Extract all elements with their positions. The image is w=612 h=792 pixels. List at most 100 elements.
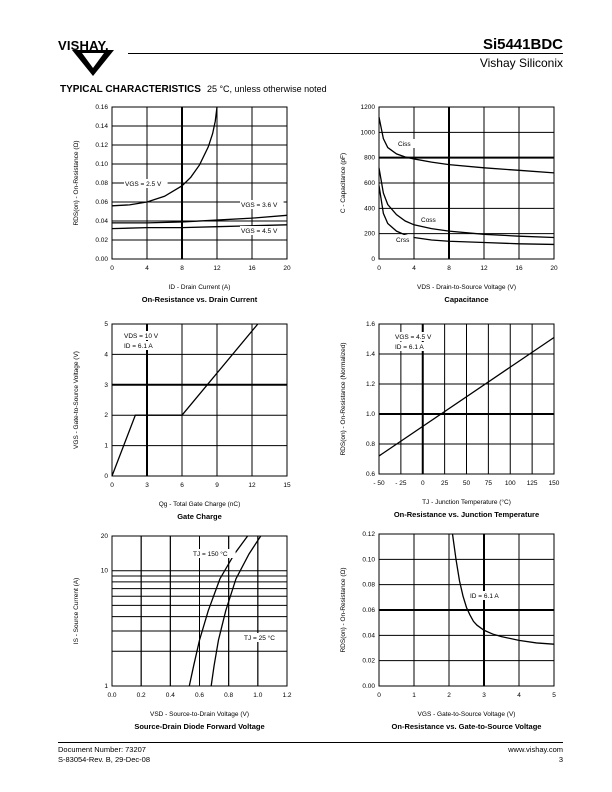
y-tick-label: 0.02 [95,237,108,244]
annotation-bg [243,633,283,642]
footer-rule [58,742,563,743]
chart-title: On-Resistance vs. Junction Temperature [394,510,539,519]
x-tick-label: - 25 [395,480,407,487]
y-tick-label: 1 [104,683,108,690]
x-tick-label: 0 [377,265,381,272]
y-axis-label: RDS(on) - On-Resistance (Ω) [73,140,80,225]
annotation-label: Ciss [398,141,411,148]
y-axis-label: VGS - Gate-to-Source Voltage (V) [73,351,80,449]
chart-title: Capacitance [444,295,488,304]
series-line [378,336,555,457]
annotation-label: ID = 6.1 A [124,343,153,350]
annotation-label: ID = 6.1 A [470,593,499,600]
annotation-label: Coss [421,217,437,224]
plot-frame [111,323,288,477]
y-tick-label: 600 [364,180,375,187]
y-tick-label: 0.6 [366,471,375,478]
annotation-bg [192,549,236,558]
website[interactable]: www.vishay.com [508,745,563,754]
section-subtitle: 25 °C, unless otherwise noted [206,84,327,94]
y-tick-label: 20 [101,533,109,540]
annotation-label: VGS = 4.5 V [241,228,278,235]
y-tick-label: 0.02 [362,658,375,665]
x-tick-label: 12 [248,482,256,489]
y-tick-label: 400 [364,205,375,212]
x-tick-label: 1 [412,692,416,699]
part-number: Si5441BDC [482,36,563,53]
x-tick-label: 12 [213,265,221,272]
y-tick-label: 0.06 [362,607,375,614]
annotation-bg [240,200,284,209]
document-number: Document Number: 73207 [58,745,146,754]
y-tick-label: 0.10 [362,556,375,563]
series-line [111,106,218,207]
y-tick-label: 0.04 [95,218,108,225]
y-tick-label: 0.00 [95,256,108,263]
y-tick-label: 1.2 [366,381,375,388]
chart-c1: 0 4 8 12 16 20 0.00 0.02 0.04 0.06 0.08 0.10 0.12 0.1… [73,104,291,304]
series-line [378,185,555,246]
brand-name: Vishay Siliconix [479,56,563,70]
y-tick-label: 1.4 [366,351,375,358]
x-tick-label: 8 [447,265,451,272]
y-axis-label: C - Capacitance (pF) [340,153,347,213]
y-tick-label: 0.06 [95,199,108,206]
chart-title: Source-Drain Diode Forward Voltage [134,722,264,731]
chart-c5: 0.0 0.2 0.4 0.6 0.8 1.0 1.2 1 10 20 VSD - Source-t… [73,533,292,731]
x-tick-label: 16 [248,265,256,272]
logo-triangle-icon [72,50,114,76]
series-line [451,533,555,645]
y-axis-label: RDS(on) - On-Resistance (Ω) [340,567,347,652]
annotation-bg [394,332,438,341]
y-tick-label: 1200 [361,104,376,111]
series-line [378,117,555,174]
x-tick-label: 6 [180,482,184,489]
annotation-label: ID = 6.1 A [395,344,424,351]
x-tick-label: 2 [447,692,451,699]
x-axis-label: VSD - Source-to-Drain Voltage (V) [150,711,249,718]
chart-c6: 0 1 2 3 4 5 0.00 0.02 0.04 0.06 0.08 0.10 0.12 VGS - … [340,531,556,731]
revision: S-83054-Rev. B, 29-Dec-08 [58,755,150,764]
x-tick-label: 20 [550,265,558,272]
annotation-bg [123,331,163,340]
x-tick-label: 9 [215,482,219,489]
y-tick-label: 2 [104,412,108,419]
y-axis-label: RDS(on) - On-Resistance (Normalized) [340,342,347,455]
x-tick-label: 16 [515,265,523,272]
y-tick-label: 0.10 [95,161,108,168]
x-tick-label: 20 [283,265,291,272]
y-tick-label: 0.08 [95,180,108,187]
x-tick-label: 12 [480,265,488,272]
header-rule [128,53,563,54]
x-tick-label: 3 [145,482,149,489]
annotation-label: VDS = 10 V [124,333,159,340]
y-tick-label: 0.12 [362,531,375,538]
annotation-bg [123,341,163,350]
annotation-label: VGS = 4.5 V [395,334,432,341]
y-tick-label: 0.08 [362,582,375,589]
x-tick-label: 5 [552,692,556,699]
logo-text: VISHAY. [58,38,109,53]
series-line [210,535,262,687]
x-axis-label: VGS - Gate-to-Source Voltage (V) [418,711,516,718]
x-tick-label: 0 [377,692,381,699]
y-tick-label: 0.00 [362,683,375,690]
annotation-bg [420,215,439,224]
y-tick-label: 3 [104,382,108,389]
x-tick-label: 8 [180,265,184,272]
series-line [112,214,288,224]
x-tick-label: 4 [145,265,149,272]
y-tick-label: 0.16 [95,104,108,111]
y-tick-label: 0.14 [95,123,108,130]
x-tick-label: 15 [283,482,291,489]
chart-title: On-Resistance vs. Drain Current [142,295,258,304]
x-tick-label: - 50 [373,480,385,487]
section-title: TYPICAL CHARACTERISTICS [60,84,201,95]
annotation-label: TJ = 25 °C [244,634,275,642]
annotation-label: Crss [396,237,410,244]
series-line [378,167,555,239]
annotation-bg [124,179,168,188]
x-axis-label: TJ - Junction Temperature (°C) [422,498,511,506]
y-tick-label: 10 [101,568,109,575]
